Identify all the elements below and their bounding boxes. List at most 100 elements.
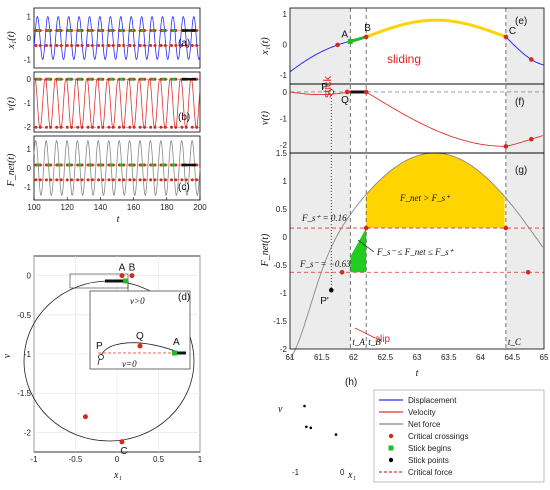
critical-crossing-point bbox=[363, 89, 369, 95]
critical-crossing-point bbox=[70, 178, 74, 182]
critical-crossing-point bbox=[153, 125, 157, 129]
critical-crossing-point bbox=[86, 125, 90, 129]
critical-crossing-point bbox=[111, 125, 115, 129]
stick-begins-point bbox=[140, 29, 144, 32]
stick-begins-point bbox=[172, 29, 176, 32]
critical-crossing-point bbox=[143, 178, 147, 182]
ytick-label: -1 bbox=[280, 289, 288, 298]
stick-begins-point bbox=[99, 29, 103, 32]
critical-crossing-point bbox=[143, 44, 147, 47]
panel-h-ylabel: v bbox=[278, 404, 283, 415]
critical-crossing-point bbox=[55, 125, 59, 129]
critical-crossing-point bbox=[190, 178, 194, 182]
xtick-label: 65 bbox=[540, 353, 549, 362]
critical-crossing-point bbox=[184, 125, 188, 129]
series-velocity bbox=[33, 78, 201, 129]
zoom-inset bbox=[89, 290, 191, 370]
legend-items: Displacement Velocity Net force Critical cr… bbox=[379, 396, 468, 477]
critical-crossing-point bbox=[80, 44, 84, 47]
critical-crossing-point bbox=[174, 178, 178, 182]
ytick-label: 1.5 bbox=[276, 149, 288, 158]
label-p-prime: P' bbox=[320, 296, 329, 307]
critical-crossing-point bbox=[170, 178, 174, 182]
critical-crossing-point bbox=[159, 178, 163, 182]
stick-begins-point bbox=[109, 29, 113, 32]
stick-begins-point bbox=[99, 77, 103, 81]
panel-c-tag: (c) bbox=[178, 182, 190, 193]
legend-swatch bbox=[388, 445, 394, 451]
stick-begins-point bbox=[140, 163, 144, 167]
panel-h-xlabel: x₁ bbox=[347, 470, 356, 481]
stick-begins-point bbox=[161, 77, 165, 81]
xtick-label: -1 bbox=[30, 455, 38, 464]
ytick-label: -1 bbox=[24, 350, 32, 359]
critical-crossing-point bbox=[163, 44, 167, 47]
critical-crossing-point bbox=[65, 125, 69, 129]
ytick-label: 1 bbox=[27, 145, 32, 154]
legend-label: Velocity bbox=[408, 408, 436, 417]
legend-box bbox=[373, 389, 545, 483]
stick-begins-point bbox=[130, 29, 134, 32]
critical-crossing-point bbox=[76, 178, 80, 182]
ytick-label: 0 bbox=[27, 272, 32, 281]
critical-crossing-point bbox=[59, 178, 63, 182]
label-stick: stick bbox=[322, 76, 334, 99]
stick-begins-point bbox=[36, 163, 40, 167]
stick-begins-point bbox=[151, 29, 155, 32]
stick-point bbox=[309, 426, 313, 430]
critical-crossing-point bbox=[195, 125, 199, 129]
critical-crossing-point bbox=[34, 125, 38, 129]
stick-begins-point bbox=[47, 163, 51, 167]
abc-markers bbox=[34, 29, 200, 182]
abc-ticks: 1 0 -1 0 -1 -2 1 0 -1 100 120 140 160 180 200 bbox=[24, 13, 207, 212]
panel-d-points: A B C bbox=[82, 263, 136, 457]
critical-crossing-point bbox=[122, 125, 126, 129]
critical-crossing-point bbox=[90, 178, 94, 182]
critical-crossing-point bbox=[34, 178, 38, 182]
ytick-label: 1 bbox=[27, 13, 32, 22]
inset-label-vpos: v>0 bbox=[130, 296, 145, 306]
critical-crossing-point bbox=[180, 44, 184, 47]
stick-begins-point bbox=[36, 77, 40, 81]
critical-crossing-point bbox=[195, 178, 199, 182]
abc-curves bbox=[33, 16, 201, 196]
critical-crossing-point bbox=[503, 225, 509, 231]
legend: Displacement Velocity Net force Critical cr… bbox=[373, 389, 545, 483]
xtick-label: 1 bbox=[198, 455, 203, 464]
critical-crossing-point bbox=[132, 178, 136, 182]
critical-crossing-point bbox=[44, 44, 48, 47]
point-label-c: C bbox=[120, 446, 127, 457]
critical-crossing-point bbox=[128, 178, 132, 182]
critical-crossing-point bbox=[503, 144, 509, 149]
stick-begins-point bbox=[140, 77, 144, 81]
critical-crossing-point bbox=[159, 44, 163, 47]
stick-begins-point bbox=[78, 77, 82, 81]
panel-d-xlabel: x₁ bbox=[113, 470, 122, 481]
critical-crossing-point bbox=[122, 44, 126, 47]
critical-crossing-point bbox=[138, 44, 142, 47]
critical-crossing-point bbox=[153, 178, 157, 182]
panel-a-ylabel: x₁(t) bbox=[6, 31, 17, 50]
critical-crossing-point bbox=[119, 273, 125, 279]
critical-crossing-point bbox=[170, 125, 174, 129]
stick-begins-point bbox=[130, 163, 134, 167]
critical-crossing-point bbox=[90, 125, 94, 129]
critical-crossing-point bbox=[55, 178, 59, 182]
lower-critical-label: F_s⁻ = −0.63 bbox=[299, 259, 351, 269]
panel-a-tag: (a) bbox=[178, 38, 190, 49]
critical-crossing-point bbox=[190, 125, 194, 129]
phase-portrait-panel-d: -1 -0.5 0 0.5 10-0.5-1-1.5-2 A BC P Q A v>0 v… bbox=[2, 255, 203, 481]
zoom-panels-efg: A B C P Q P' t_A t_B t_C 61 61.5 62 62.5 63 63.5 64 64.… bbox=[260, 7, 549, 379]
point-a bbox=[347, 38, 353, 44]
critical-crossing-point bbox=[174, 44, 178, 47]
critical-crossing-point bbox=[335, 42, 340, 48]
critical-crossing-point bbox=[163, 178, 167, 182]
critical-crossing-point bbox=[529, 136, 534, 142]
series-displacement bbox=[33, 16, 201, 60]
ytick-label: -1.5 bbox=[17, 389, 31, 398]
stick-begins-point bbox=[120, 163, 124, 167]
xtick-label: 62 bbox=[349, 353, 358, 362]
inset-label-a: A bbox=[173, 337, 180, 348]
critical-crossing-point bbox=[195, 44, 199, 47]
critical-crossing-point bbox=[38, 44, 42, 47]
